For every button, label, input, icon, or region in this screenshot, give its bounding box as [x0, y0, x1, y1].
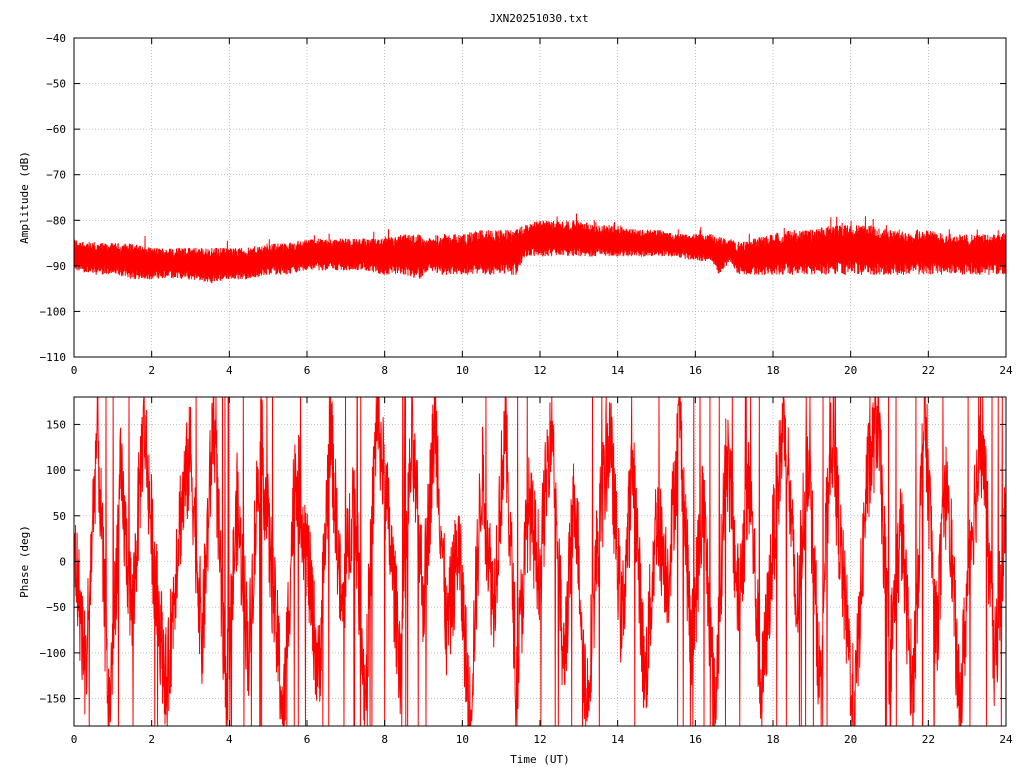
x-tick-label: 20 — [844, 364, 857, 377]
x-tick-label: 2 — [148, 364, 155, 377]
x-tick-label: 10 — [456, 364, 469, 377]
x-tick-label: 22 — [922, 364, 935, 377]
y-tick-label: 150 — [46, 418, 66, 431]
x-tick-label: 18 — [766, 733, 779, 746]
phase-panel: 0 2 4 6 8 10 12 14 16 18 20 22 24−150−100−5005010015… — [18, 396, 1013, 766]
chart-title: JXN20251030.txt — [489, 12, 588, 25]
y-tick-label: −80 — [46, 214, 66, 227]
y-tick-label: −100 — [40, 647, 67, 660]
x-tick-label: 6 — [304, 364, 311, 377]
x-tick-label: 16 — [689, 733, 702, 746]
phase-series-line — [74, 397, 1006, 726]
amplitude-panel: 0 2 4 6 8 10 12 14 16 18 20 22 24−110−100−90−80−70−6… — [18, 32, 1013, 377]
y-tick-label: 100 — [46, 464, 66, 477]
x-tick-label: 12 — [533, 364, 546, 377]
y-tick-label: −70 — [46, 169, 66, 182]
x-tick-label: 8 — [381, 733, 388, 746]
x-tick-label: 4 — [226, 364, 233, 377]
x-tick-label: 6 — [304, 733, 311, 746]
x-tick-label: 8 — [381, 364, 388, 377]
amplitude-series-line — [73, 213, 1007, 284]
x-tick-label: 10 — [456, 733, 469, 746]
x-tick-label: 16 — [689, 364, 702, 377]
x-tick-label: 14 — [611, 733, 625, 746]
y-tick-label: −40 — [46, 32, 66, 45]
x-tick-label: 4 — [226, 733, 233, 746]
x-tick-label: 0 — [71, 733, 78, 746]
y-tick-label: −90 — [46, 260, 66, 273]
y-tick-label: −50 — [46, 78, 66, 91]
y-tick-label: −50 — [46, 601, 66, 614]
x-tick-label: 22 — [922, 733, 935, 746]
x-axis-label: Time (UT) — [510, 753, 570, 766]
y-tick-label: −150 — [40, 693, 67, 706]
y-axis-label: Phase (deg) — [18, 525, 31, 598]
x-tick-label: 24 — [999, 364, 1013, 377]
x-tick-label: 2 — [148, 733, 155, 746]
y-tick-label: −100 — [40, 305, 67, 318]
x-tick-label: 24 — [999, 733, 1013, 746]
y-tick-label: 50 — [53, 510, 66, 523]
x-tick-label: 12 — [533, 733, 546, 746]
y-axis-label: Amplitude (dB) — [18, 151, 31, 244]
x-tick-label: 14 — [611, 364, 625, 377]
x-tick-label: 20 — [844, 733, 857, 746]
x-tick-label: 18 — [766, 364, 779, 377]
x-tick-label: 0 — [71, 364, 78, 377]
y-tick-label: −60 — [46, 123, 66, 136]
y-tick-label: −110 — [40, 351, 67, 364]
y-tick-label: 0 — [59, 556, 66, 569]
